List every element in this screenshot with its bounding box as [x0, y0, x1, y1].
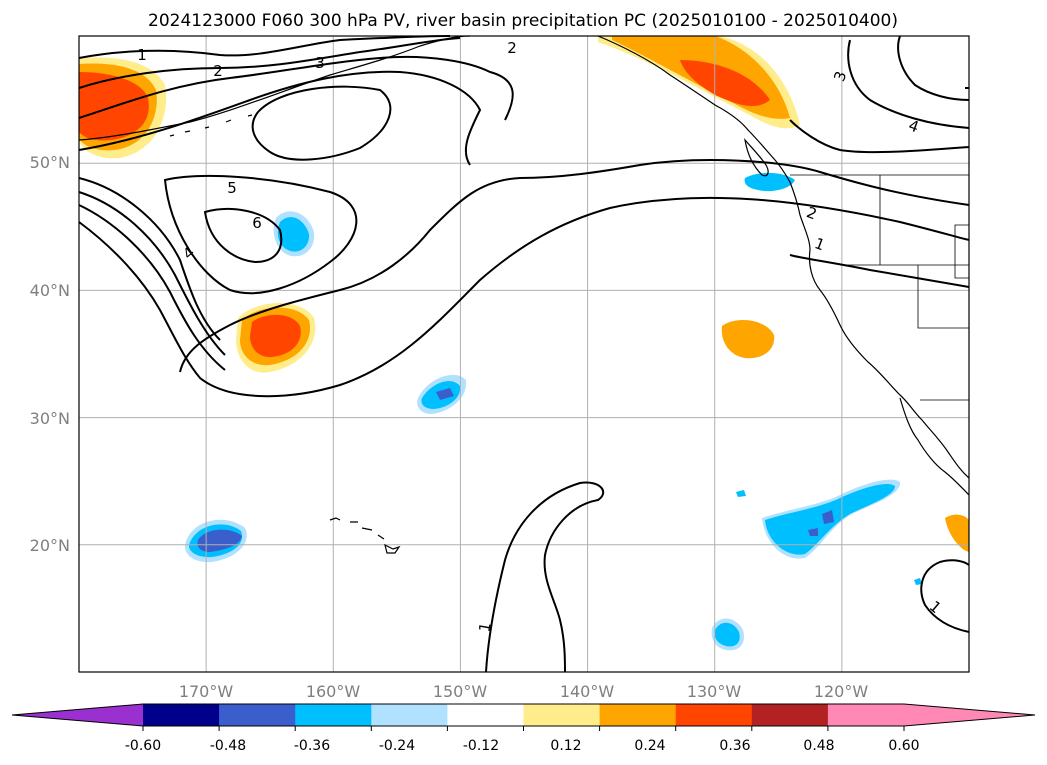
colorbar-cell — [675, 704, 753, 726]
colorbar-tick-labels: -0.60 -0.48 -0.36 -0.24 -0.12 0.12 0.24 … — [125, 738, 920, 754]
colorbar-cell — [295, 704, 372, 726]
lon-label: 140°W — [560, 682, 615, 701]
contour-label: 1 — [475, 621, 494, 634]
precip-negative-blob-hawaii — [184, 519, 247, 563]
lat-labels: 50°N 40°N 30°N 20°N — [30, 153, 70, 555]
colorbar-cell — [447, 704, 524, 726]
colorbar-tick-label: -0.60 — [125, 738, 161, 754]
precip-positive-band-coast — [598, 36, 800, 129]
precip-positive-blob-central — [236, 302, 316, 373]
lon-label: 120°W — [814, 682, 869, 701]
precip-negative-blob-n — [273, 211, 315, 257]
colorbar-cell — [143, 704, 220, 726]
map-frame — [78, 35, 970, 673]
lon-labels: 170°W 160°W 150°W 140°W 130°W 120°W — [179, 682, 869, 701]
colorbar-tick-label: -0.36 — [294, 738, 330, 754]
colorbar-cell — [751, 704, 829, 726]
colorbar-cell — [827, 704, 905, 726]
colorbar-tick-label: -0.12 — [463, 738, 499, 754]
colorbar-tick-label: 0.48 — [803, 738, 834, 754]
precip-negative-blob-mid — [417, 374, 467, 414]
lon-label: 160°W — [306, 682, 361, 701]
precip-negative-band-subtropical — [762, 479, 901, 559]
colorbar-cell — [523, 704, 601, 726]
precip-positive-blob-ca — [721, 319, 775, 359]
precip-shading — [79, 36, 969, 651]
precip-negative-blob-pacific-ne — [744, 172, 795, 192]
colorbar-cell — [219, 704, 296, 726]
map-panel: 1 2 3 5 6 4 2 3 4 2 1 1 1 — [78, 35, 970, 673]
contour-label: 1 — [137, 46, 147, 64]
contour-label: 5 — [227, 179, 237, 197]
map-title: 2024123000 F060 300 hPa PV, river basin … — [148, 11, 898, 31]
contour-label: 6 — [252, 214, 262, 232]
lat-label: 30°N — [30, 409, 70, 428]
lat-label: 50°N — [30, 153, 70, 172]
colorbar: -0.60 -0.48 -0.36 -0.24 -0.12 0.12 0.24 … — [11, 703, 1036, 754]
precip-negative-blob-small — [736, 490, 922, 585]
contour-label: 2 — [507, 39, 517, 57]
colorbar-extend-low — [12, 704, 143, 726]
colorbar-tick-label: -0.48 — [210, 738, 246, 754]
lat-label: 40°N — [30, 281, 70, 300]
lon-label: 150°W — [433, 682, 488, 701]
pv-contours — [78, 35, 970, 673]
colorbar-tick-label: 0.60 — [888, 738, 919, 754]
colorbar-cell — [371, 704, 448, 726]
lon-label: 130°W — [687, 682, 742, 701]
colorbar-tick-label: -0.24 — [379, 738, 415, 754]
colorbar-tick-label: 0.24 — [634, 738, 665, 754]
map-gridlines — [79, 36, 969, 672]
lat-label: 20°N — [30, 536, 70, 555]
lon-label: 170°W — [179, 682, 234, 701]
colorbar-tick-label: 0.12 — [550, 738, 581, 754]
contour-label: 2 — [213, 62, 223, 80]
colorbar-ticks — [142, 726, 905, 731]
colorbar-cells — [143, 704, 905, 726]
colorbar-extend-high — [904, 704, 1035, 726]
precip-positive-blob-baja — [945, 514, 969, 552]
contour-label: 3 — [315, 54, 325, 72]
colorbar-cell — [599, 704, 677, 726]
map-background — [79, 36, 969, 672]
colorbar-tick-label: 0.36 — [719, 738, 750, 754]
precip-negative-blob-south — [711, 618, 744, 651]
political-borders — [790, 174, 970, 401]
